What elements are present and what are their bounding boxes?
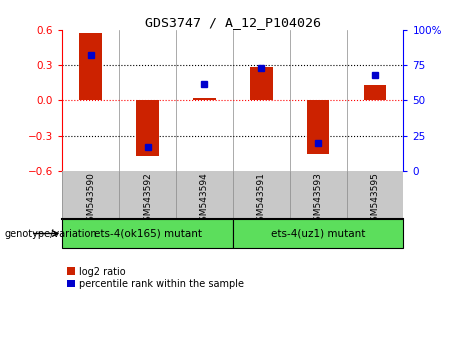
Legend: log2 ratio, percentile rank within the sample: log2 ratio, percentile rank within the s… (67, 267, 244, 289)
Bar (233, 219, 403, 248)
Text: GSM543593: GSM543593 (313, 172, 323, 227)
Bar (250, 67, 272, 101)
Title: GDS3747 / A_12_P104026: GDS3747 / A_12_P104026 (145, 16, 321, 29)
Bar (136, 101, 159, 156)
Text: GSM543594: GSM543594 (200, 172, 209, 227)
Bar (307, 101, 330, 154)
Text: GSM543595: GSM543595 (371, 172, 379, 227)
Text: GSM543591: GSM543591 (257, 172, 266, 227)
Text: ets-4(uz1) mutant: ets-4(uz1) mutant (271, 228, 365, 239)
Text: genotype/variation: genotype/variation (5, 228, 97, 239)
Bar (193, 98, 216, 101)
Bar (364, 85, 386, 101)
Text: ets-4(ok165) mutant: ets-4(ok165) mutant (94, 228, 201, 239)
Bar (79, 33, 102, 101)
Bar (62, 219, 233, 248)
Text: GSM543590: GSM543590 (86, 172, 95, 227)
Text: GSM543592: GSM543592 (143, 172, 152, 227)
